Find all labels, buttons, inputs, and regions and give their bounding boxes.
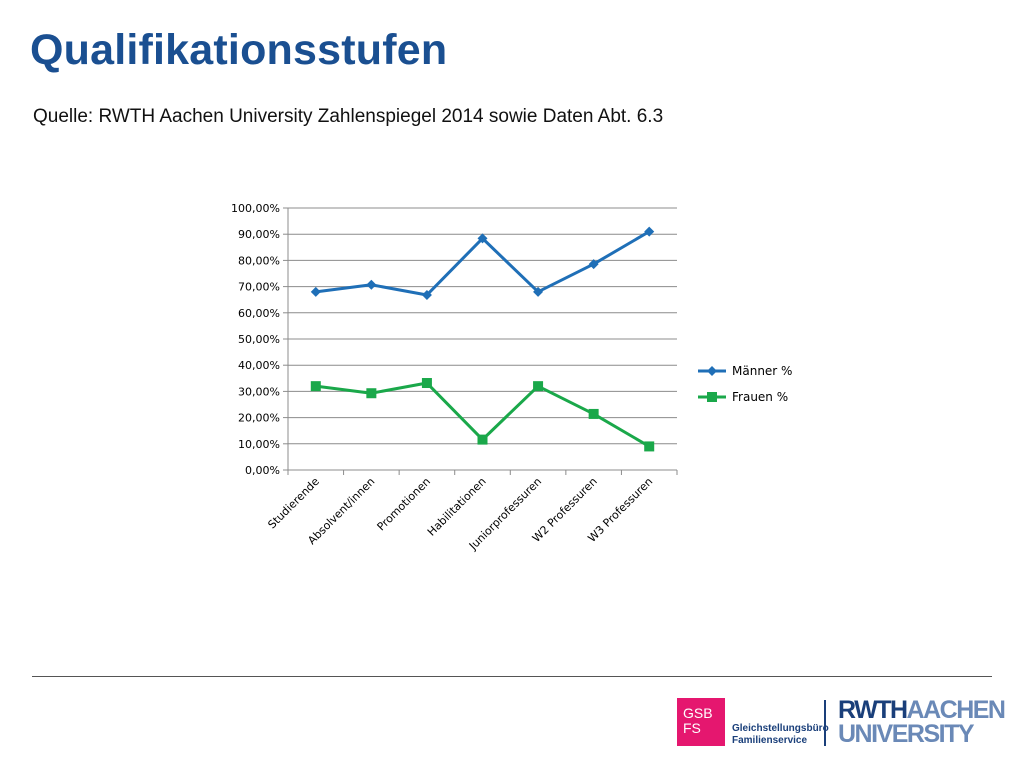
- data-point-maenner: [477, 233, 488, 244]
- gsb-logo-line2: FS: [683, 720, 701, 736]
- x-tick-label: Studierende: [265, 475, 322, 532]
- data-point-frauen: [477, 434, 488, 445]
- y-tick-labels: 0,00% 10,00% 20,00% 30,00% 40,00% 50,00% 60,00…: [231, 202, 280, 477]
- y-tick-label: 0,00%: [245, 464, 280, 477]
- logo-separator: [824, 700, 826, 746]
- y-tick-label: 20,00%: [238, 412, 280, 425]
- y-tick-label: 100,00%: [231, 202, 280, 215]
- y-tick-label: 90,00%: [238, 228, 280, 241]
- rwth-logo: RWTHAACHEN UNIVERSITY: [838, 696, 1006, 748]
- data-point-frauen: [533, 381, 544, 392]
- data-point-frauen: [366, 388, 377, 399]
- y-tick-label: 30,00%: [238, 385, 280, 398]
- y-tick-label: 60,00%: [238, 307, 280, 320]
- y-tick-label: 70,00%: [238, 281, 280, 294]
- data-point-maenner: [366, 279, 377, 290]
- footer-divider: [32, 676, 992, 677]
- line-chart: 0,00% 10,00% 20,00% 30,00% 40,00% 50,00% 60,00…: [231, 202, 792, 553]
- gsb-logo-line1: GSB: [683, 705, 713, 721]
- data-point-maenner: [310, 286, 321, 297]
- x-tick-label: Promotionen: [375, 475, 434, 534]
- legend: Männer % Frauen %: [698, 364, 792, 404]
- data-point-frauen: [421, 378, 432, 389]
- x-tick-labels: StudierendeAbsolvent/innenPromotionenHab…: [265, 475, 655, 553]
- rwth-logo-university: UNIVERSITY: [838, 720, 975, 748]
- data-point-frauen: [588, 408, 599, 419]
- gsb-name-line1: Gleichstellungsbüro: [732, 723, 829, 734]
- y-tick-label: 40,00%: [238, 359, 280, 372]
- series-lines: [310, 226, 655, 452]
- y-tick-label: 10,00%: [238, 438, 280, 451]
- legend-label-maenner: Männer %: [732, 364, 792, 378]
- y-tick-label: 80,00%: [238, 254, 280, 267]
- slide-title: Qualifikationsstufen: [30, 26, 448, 74]
- gsb-logo: GSB FS: [677, 698, 725, 746]
- legend-marker-frauen: [707, 392, 717, 402]
- data-point-maenner: [533, 286, 544, 297]
- y-tick-label: 50,00%: [238, 333, 280, 346]
- grid-lines: [288, 207, 677, 471]
- legend-marker-maenner: [707, 366, 717, 376]
- data-point-maenner: [421, 289, 432, 300]
- data-point-maenner: [588, 259, 599, 270]
- rwth-logo-light: AACHEN: [906, 696, 1006, 724]
- legend-label-frauen: Frauen %: [732, 390, 788, 404]
- data-point-frauen: [310, 381, 321, 392]
- x-tick-label: Habilitationen: [425, 475, 489, 539]
- data-point-maenner: [644, 226, 655, 237]
- gsb-name-line2: Familienservice: [732, 735, 808, 746]
- chart-axes: [283, 207, 678, 475]
- gsb-name: Gleichstellungsbüro Familienservice: [732, 723, 829, 747]
- data-point-frauen: [644, 441, 655, 452]
- rwth-logo-bold: RWTH: [838, 696, 908, 724]
- source-subtitle: Quelle: RWTH Aachen University Zahlenspi…: [33, 106, 664, 127]
